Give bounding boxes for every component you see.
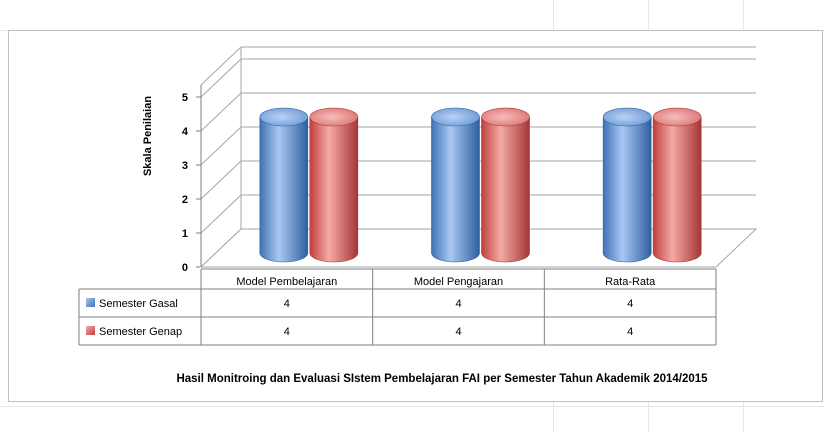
bar-cylinder: [431, 116, 480, 263]
table-value: 4: [284, 326, 290, 338]
y-tick-label: 5: [182, 92, 188, 104]
bar-cylinder: [309, 116, 359, 263]
side-gridline: [200, 160, 242, 200]
bar-cylinder-top: [652, 107, 702, 127]
cylinder-bar-chart: 0 1 2 3 4 5 Model Pembelajaran Model Pengajara…: [78, 46, 758, 385]
legend-entry: Semester Gasal: [99, 298, 178, 310]
x-category-label: Rata-Rata: [605, 276, 656, 288]
bar-cylinder-top: [309, 107, 359, 127]
bar-cylinder-top: [602, 107, 652, 127]
bar-cylinder-top: [431, 107, 480, 127]
side-wall-top: [200, 46, 242, 86]
side-gridline: [200, 194, 242, 234]
table-value: 4: [284, 298, 290, 310]
bar-cylinder-top: [259, 107, 309, 127]
bar-series: [259, 107, 702, 263]
table-value: 4: [455, 298, 461, 310]
data-table: Model Pembelajaran Model Pengajaran Rata-R…: [78, 268, 717, 346]
bar-cylinder: [481, 116, 530, 263]
x-category-label: Model Pembelajaran: [236, 276, 337, 288]
table-value: 4: [627, 298, 633, 310]
bar-cylinder-top: [481, 107, 530, 127]
bar-cylinder: [602, 116, 652, 263]
y-tick-label: 2: [182, 194, 188, 206]
legend-entry: Semester Genap: [99, 326, 182, 338]
side-gridline: [200, 58, 242, 98]
table-value: 4: [455, 326, 461, 338]
bar-cylinder: [259, 116, 309, 263]
bar-cylinder: [652, 116, 702, 263]
y-axis-label: Skala Penilaian: [142, 96, 154, 176]
y-tick-label: 3: [182, 160, 188, 172]
legend-swatch: [86, 298, 95, 307]
y-tick-labels: 0 1 2 3 4 5: [182, 92, 189, 274]
chart-frame[interactable]: 0 1 2 3 4 5 Model Pembelajaran Model Pengajara…: [8, 30, 823, 402]
table-value: 4: [627, 326, 633, 338]
chart-title: Hasil Monitroing dan Evaluasi SIstem Pem…: [176, 373, 708, 385]
legend-swatch: [86, 326, 95, 335]
side-gridline: [200, 92, 242, 132]
y-tick-label: 0: [182, 262, 188, 274]
side-gridline: [200, 126, 242, 166]
y-tick-label: 1: [182, 228, 188, 240]
x-category-label: Model Pengajaran: [414, 276, 503, 288]
y-tick-label: 4: [182, 126, 189, 138]
